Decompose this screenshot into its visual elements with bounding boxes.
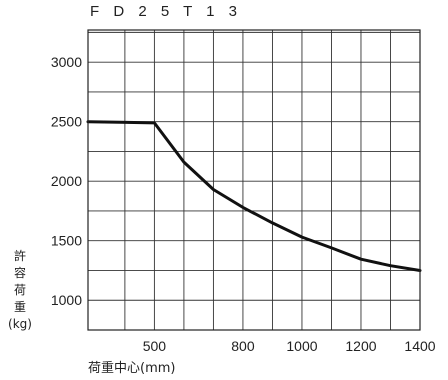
- x-axis-label: 荷重中心(mm): [88, 361, 176, 376]
- y-axis-label-char: 荷: [13, 283, 26, 297]
- y-axis-label: 許 容 荷 重 (kg): [2, 248, 38, 333]
- x-tick-label: 1400: [404, 338, 435, 354]
- y-axis-label-char: 容: [13, 266, 26, 280]
- tick-labels: 1000 1500 2000 2500 3000 500 800 1000 1200 1400: [51, 54, 436, 354]
- x-tick-label: 1000: [286, 338, 317, 354]
- x-tick-label: 800: [231, 338, 255, 354]
- plot-frame: [87, 29, 421, 331]
- chart-title: F D 2 5 T 1 3: [90, 3, 242, 20]
- y-axis-label-char: 重: [13, 300, 26, 314]
- x-tick-label: 500: [143, 338, 167, 354]
- y-tick-label: 2000: [51, 173, 82, 189]
- y-tick-label: 3000: [51, 54, 82, 70]
- series: [86, 120, 422, 272]
- y-tick-label: 2500: [51, 114, 82, 130]
- y-tick-label: 1000: [51, 292, 82, 308]
- y-axis-label-char: 許: [13, 249, 26, 263]
- x-tick-label: 1200: [345, 338, 376, 354]
- series-line: [86, 120, 422, 272]
- y-axis-label-unit: (kg): [8, 317, 32, 331]
- y-tick-label: 1500: [51, 233, 82, 249]
- grid: [87, 30, 421, 331]
